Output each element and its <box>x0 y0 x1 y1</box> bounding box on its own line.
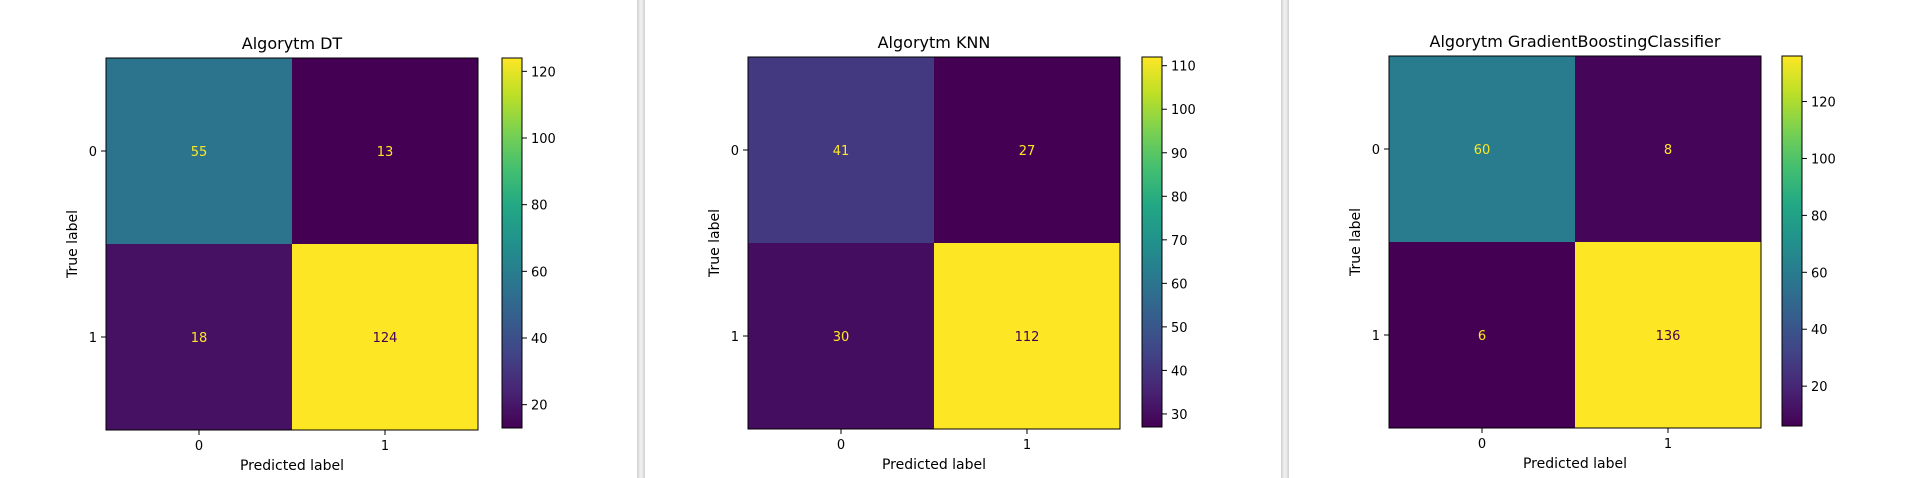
x-axis-label: Predicted label <box>240 458 344 474</box>
colorbar-tick-label: 20 <box>1811 380 1828 395</box>
colorbar-tick-label: 100 <box>1811 152 1836 167</box>
x-axis-label: Predicted label <box>1523 456 1627 472</box>
colorbar-tick-label: 50 <box>1171 321 1188 336</box>
colorbar-tick-label: 20 <box>531 399 548 414</box>
matrix-cell <box>1389 242 1575 428</box>
colorbar-tick-label: 120 <box>531 65 556 80</box>
x-tick-label: 1 <box>1023 438 1031 453</box>
matrix-frame <box>1388 55 1762 429</box>
colorbar <box>1141 56 1163 428</box>
x-tick-label: 1 <box>1664 437 1672 452</box>
colorbar-tick-label: 40 <box>531 332 548 347</box>
confusion-matrix-panel-gbc: Algorytm GradientBoostingClassifier 60 8 6 1… <box>1289 0 1918 478</box>
matrix-cell <box>748 243 934 429</box>
matrix-cell <box>934 57 1120 243</box>
colorbar-tick-label: 110 <box>1171 60 1196 75</box>
y-axis-label: True label <box>707 209 723 278</box>
colorbar-tick-label: 100 <box>1171 103 1196 118</box>
colorbar-tick-label: 40 <box>1811 323 1828 338</box>
cell-value-label: 8 <box>1664 143 1672 158</box>
matrix-cell <box>106 58 292 244</box>
x-tick-label: 0 <box>837 438 845 453</box>
chart-title: Algorytm KNN <box>878 33 991 52</box>
cell-value-label: 18 <box>191 331 208 346</box>
colorbar-tick-label: 70 <box>1171 234 1188 249</box>
matrix-cell <box>1389 56 1575 242</box>
y-tick-label: 1 <box>1372 329 1380 344</box>
confusion-matrix-chart-dt: Algorytm DT 55 13 18 124 0 1 0 1 Predicted label T… <box>65 34 556 474</box>
colorbar-tick-label: 60 <box>1171 277 1188 292</box>
y-tick-label: 1 <box>89 331 97 346</box>
confusion-matrix-chart-gbc: Algorytm GradientBoostingClassifier 60 8 6 1… <box>1348 32 1836 472</box>
panel-divider <box>637 0 645 478</box>
colorbar <box>501 57 523 429</box>
matrix-cell <box>106 244 292 430</box>
matrix-frame <box>747 56 1121 430</box>
cell-value-label: 13 <box>377 145 394 160</box>
colorbar-tick-label: 80 <box>1811 209 1828 224</box>
cell-value-label: 55 <box>191 145 208 160</box>
x-tick-label: 1 <box>381 439 389 454</box>
cell-value-label: 27 <box>1019 144 1036 159</box>
x-tick-label: 0 <box>1478 437 1486 452</box>
chart-title: Algorytm GradientBoostingClassifier <box>1430 32 1721 51</box>
matrix-cell <box>292 58 478 244</box>
y-axis-label: True label <box>1348 208 1364 277</box>
colorbar-tick-label: 100 <box>531 132 556 147</box>
matrix-cell <box>934 243 1120 429</box>
cell-value-label: 30 <box>833 330 850 345</box>
cell-value-label: 6 <box>1478 329 1486 344</box>
cell-value-label: 136 <box>1656 329 1681 344</box>
cell-value-label: 41 <box>833 144 850 159</box>
x-axis-label: Predicted label <box>882 457 986 473</box>
confusion-matrix-panel-dt: Algorytm DT 55 13 18 124 0 1 0 1 Predicted label T… <box>0 0 637 478</box>
matrix-cell <box>292 244 478 430</box>
y-tick-label: 1 <box>731 330 739 345</box>
colorbar <box>1781 55 1803 427</box>
colorbar-tick-label: 80 <box>531 199 548 214</box>
y-tick-label: 0 <box>731 144 739 159</box>
y-tick-label: 0 <box>1372 143 1380 158</box>
cell-value-label: 124 <box>373 331 398 346</box>
y-tick-label: 0 <box>89 145 97 160</box>
y-axis-label: True label <box>65 210 81 279</box>
panel-divider <box>1281 0 1289 478</box>
cell-value-label: 112 <box>1015 330 1040 345</box>
colorbar-tick-label: 120 <box>1811 96 1836 111</box>
colorbar-tick-label: 60 <box>1811 266 1828 281</box>
x-tick-label: 0 <box>195 439 203 454</box>
matrix-cell <box>748 57 934 243</box>
colorbar-tick-label: 30 <box>1171 408 1188 423</box>
matrix-cell <box>1575 242 1761 428</box>
colorbar-tick-label: 60 <box>531 265 548 280</box>
matrix-frame <box>105 57 479 431</box>
colorbar-tick-label: 90 <box>1171 147 1188 162</box>
confusion-matrix-panel-knn: Algorytm KNN 41 27 30 112 0 1 0 1 Predicted label… <box>645 0 1281 478</box>
colorbar-tick-label: 40 <box>1171 364 1188 379</box>
cell-value-label: 60 <box>1474 143 1491 158</box>
confusion-matrix-chart-knn: Algorytm KNN 41 27 30 112 0 1 0 1 Predicted label… <box>707 33 1196 473</box>
chart-title: Algorytm DT <box>242 34 343 53</box>
matrix-cell <box>1575 56 1761 242</box>
colorbar-tick-label: 80 <box>1171 190 1188 205</box>
